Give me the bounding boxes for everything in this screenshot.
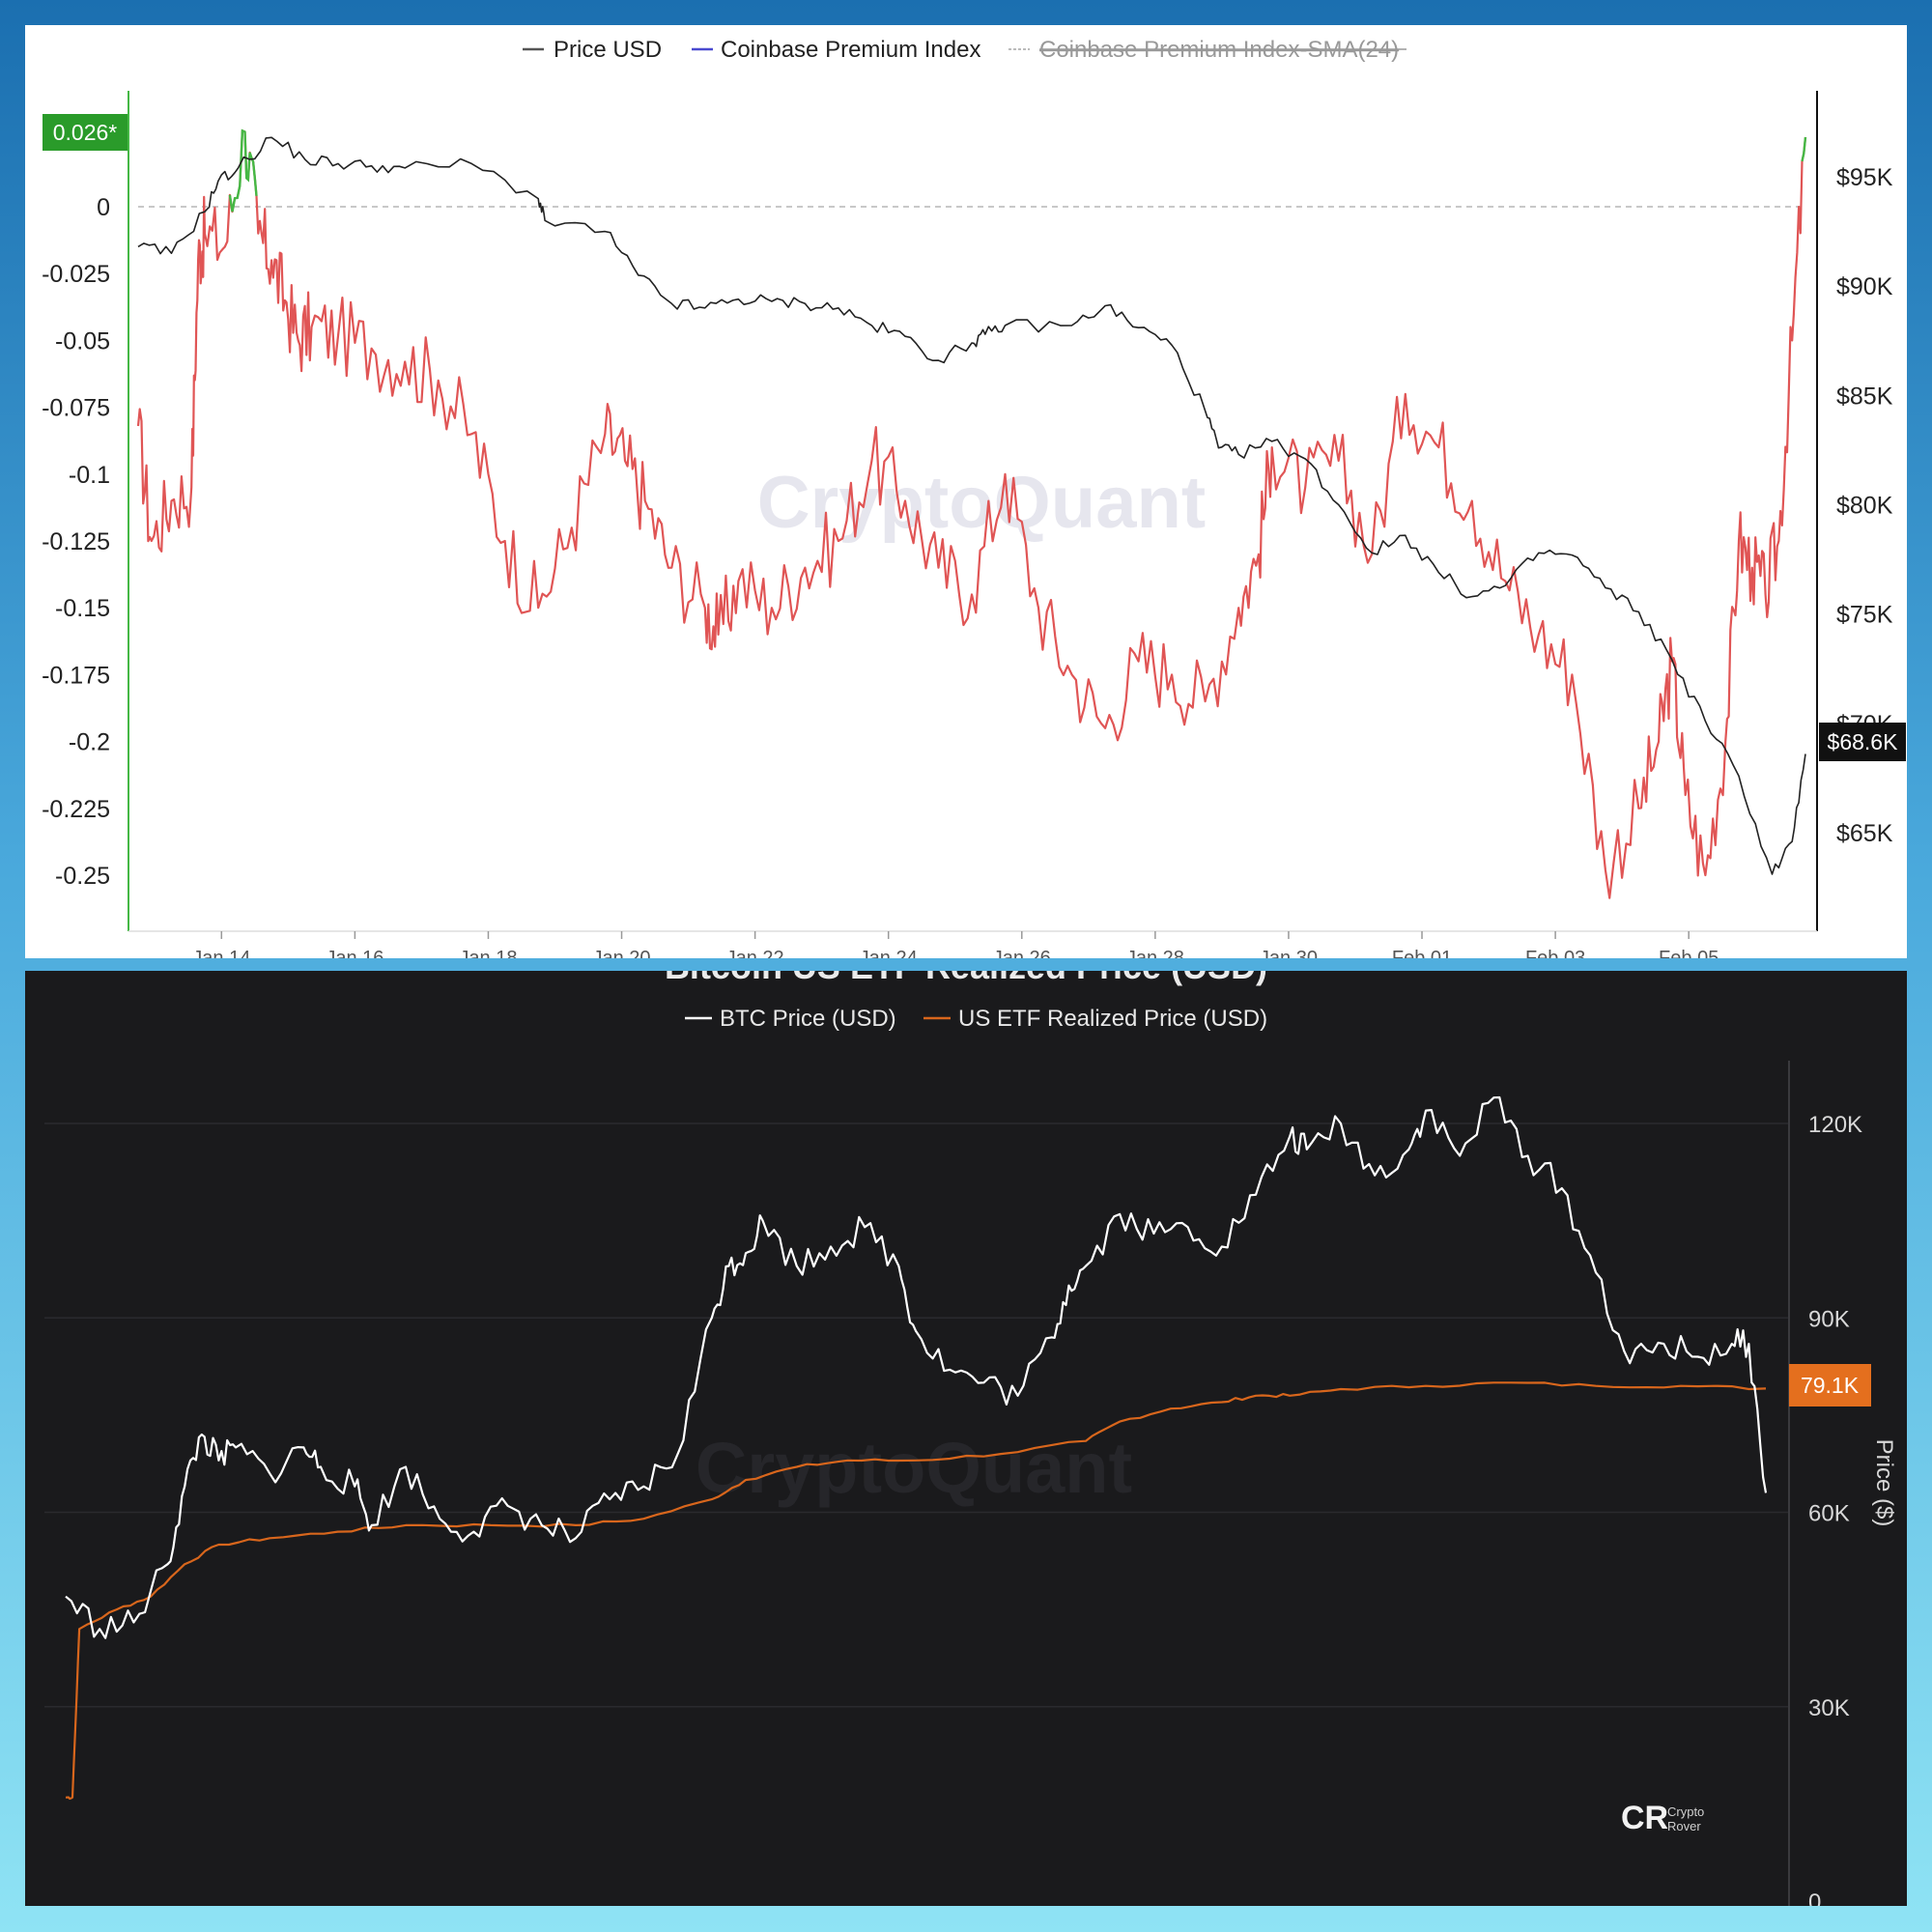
crypto-rover-logo-glyph: CR — [1621, 1800, 1668, 1836]
crypto-rover-logo: CR Crypto Rover — [1621, 1800, 1704, 1836]
x-axis-ticks: Jan 14 Jan 16 Jan 18 Jan 20 Jan 22 Jan 24 Jan … — [192, 931, 1719, 958]
right-tick-label: $85K — [1836, 383, 1893, 410]
top-series-layer — [136, 128, 1807, 899]
right-tick-label: $80K — [1836, 493, 1893, 520]
etf-realized-price-chart-panel: Bitcoin US ETF Realized Price (USD) BTC … — [25, 971, 1907, 1906]
left-tick-label: -0.125 — [42, 528, 110, 555]
x-tick-label: Jan 28 — [1126, 948, 1184, 958]
y-tick-label: 0 — [1808, 1889, 1821, 1906]
top-legend: Price USD Coinbase Premium Index Coinbas… — [523, 37, 1406, 63]
x-tick-label: Jan 26 — [993, 948, 1051, 958]
coinbase-premium-chart-panel: Price USD Coinbase Premium Index Coinbas… — [25, 25, 1907, 958]
left-tick-label: -0.1 — [69, 462, 110, 489]
bottom-legend: BTC Price (USD) US ETF Realized Price (U… — [685, 1006, 1267, 1032]
price-current-badge: $68.6K — [1819, 723, 1906, 761]
price-current-label: $68.6K — [1828, 729, 1899, 754]
legend-item-price-usd[interactable]: Price USD — [523, 37, 662, 63]
legend-item-coinbase-premium-index[interactable]: Coinbase Premium Index — [692, 37, 980, 63]
left-tick-label: 0 — [97, 194, 110, 221]
bottom-chart-title: Bitcoin US ETF Realized Price (USD) — [665, 971, 1267, 986]
series-coinbase-premium-index — [136, 129, 1807, 899]
legend-label-price-usd: Price USD — [554, 37, 662, 63]
left-tick-label: -0.15 — [55, 595, 110, 622]
premium-current-label: 0.026* — [53, 120, 118, 145]
y-tick-label: 30K — [1808, 1695, 1850, 1721]
right-tick-label: $90K — [1836, 273, 1893, 300]
right-tick-label: $75K — [1836, 602, 1893, 629]
x-tick-label: Jan 20 — [593, 948, 651, 958]
legend-item-coinbase-premium-sma[interactable]: Coinbase Premium Index-SMA(24) — [1009, 37, 1406, 63]
bottom-watermark: CryptoQuant — [696, 1428, 1132, 1508]
y-tick-label: 60K — [1808, 1501, 1850, 1527]
left-tick-label: -0.225 — [42, 796, 110, 823]
series-premium-positive-segment — [228, 128, 258, 213]
x-tick-label: Feb 05 — [1659, 948, 1719, 958]
left-axis-ticks: 0 -0.025 -0.05 -0.075 -0.1 -0.125 -0.15 -0.175 -… — [42, 194, 110, 890]
legend-label-etf-realized-price: US ETF Realized Price (USD) — [958, 1006, 1267, 1032]
y-tick-label: 120K — [1808, 1112, 1862, 1138]
crypto-rover-logo-text-2: Rover — [1667, 1819, 1701, 1833]
coinbase-premium-chart: Price USD Coinbase Premium Index Coinbas… — [42, 37, 1906, 958]
x-tick-label: Jan 16 — [326, 948, 384, 958]
etf-current-label: 79.1K — [1801, 1373, 1860, 1398]
series-btc-price — [65, 1095, 1768, 1639]
right-tick-label: $95K — [1836, 164, 1893, 191]
legend-label-btc-price: BTC Price (USD) — [720, 1006, 896, 1032]
y-axis-label: Price ($) — [1871, 1439, 1897, 1527]
x-tick-label: Jan 24 — [860, 948, 918, 958]
left-tick-label: -0.25 — [55, 863, 110, 890]
x-tick-label: Jan 30 — [1260, 948, 1318, 958]
top-watermark: CryptoQuant — [757, 462, 1206, 544]
x-tick-label: Jan 22 — [726, 948, 784, 958]
legend-item-btc-price[interactable]: BTC Price (USD) — [685, 1006, 896, 1032]
bottom-series-layer — [65, 1095, 1768, 1801]
bottom-y-axis-ticks: 120K 90K 60K 30K 0 — [1808, 1112, 1862, 1906]
series-us-etf-realized-price — [66, 1381, 1767, 1801]
legend-item-etf-realized-price[interactable]: US ETF Realized Price (USD) — [923, 1006, 1267, 1032]
series-premium-positive-segment — [1801, 136, 1807, 162]
x-tick-label: Jan 14 — [192, 948, 250, 958]
x-tick-label: Feb 03 — [1525, 948, 1585, 958]
left-tick-label: -0.075 — [42, 395, 110, 422]
right-tick-label: $65K — [1836, 820, 1893, 847]
series-price-usd — [137, 136, 1806, 875]
left-tick-label: -0.175 — [42, 662, 110, 689]
crypto-rover-logo-text-1: Crypto — [1667, 1804, 1704, 1819]
etf-realized-price-chart: Bitcoin US ETF Realized Price (USD) BTC … — [44, 971, 1897, 1906]
x-tick-label: Jan 18 — [459, 948, 517, 958]
etf-current-badge: 79.1K — [1789, 1364, 1871, 1406]
y-tick-label: 90K — [1808, 1306, 1850, 1332]
x-tick-label: Feb 01 — [1392, 948, 1452, 958]
left-tick-label: -0.05 — [55, 327, 110, 355]
left-tick-label: -0.025 — [42, 261, 110, 288]
premium-current-badge: 0.026* — [43, 114, 128, 151]
left-tick-label: -0.2 — [69, 729, 110, 756]
legend-label-coinbase-premium-index: Coinbase Premium Index — [721, 37, 980, 63]
